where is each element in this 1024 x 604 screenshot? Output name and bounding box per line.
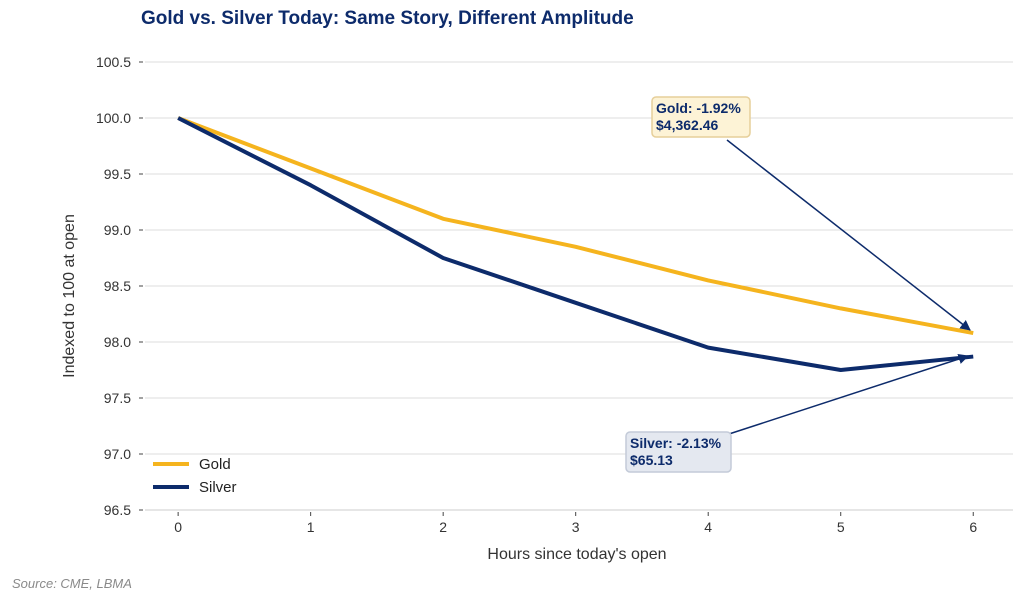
- legend-label-silver: Silver: [199, 479, 237, 496]
- y-tick-label: 100.0: [96, 110, 131, 126]
- annotation-change-gold: Gold: -1.92%: [656, 100, 741, 116]
- series-layer: [177, 116, 974, 372]
- annotation-price-gold: $4,362.46: [656, 117, 718, 133]
- y-tick-label: 98.0: [104, 334, 131, 350]
- x-tick-label: 2: [439, 519, 447, 535]
- y-tick-label: 99.0: [104, 222, 131, 238]
- grid: [145, 61, 1013, 511]
- annotation-change-silver: Silver: -2.13%: [630, 435, 722, 451]
- y-tick-label: 99.5: [104, 166, 131, 182]
- y-axis-ticks: 96.5 97.0 97.5 98.0 98.5 99.0 99.5 100.0 100.5: [96, 54, 143, 518]
- y-tick-label: 97.0: [104, 446, 131, 462]
- annotation-box-gold: [651, 96, 751, 138]
- x-tick-label: 5: [837, 519, 845, 535]
- source-note: Source: CME, LBMA: [12, 576, 132, 591]
- legend-label-gold: Gold: [199, 456, 231, 473]
- x-tick-label: 1: [307, 519, 315, 535]
- y-tick-label: 97.5: [104, 390, 131, 406]
- annotation-box-silver: [625, 431, 732, 473]
- x-tick-label: 6: [969, 519, 977, 535]
- x-axis-ticks: 0 1 2 3 4 5 6: [174, 512, 977, 535]
- annotation-price-silver: $65.13: [630, 452, 673, 468]
- y-tick-label: 98.5: [104, 278, 131, 294]
- legend: Gold Silver: [153, 456, 237, 496]
- series-line-gold: [177, 116, 974, 336]
- series-line-silver: [177, 116, 974, 372]
- x-tick-label: 4: [704, 519, 712, 535]
- annotation-arrow-gold: [726, 139, 971, 331]
- y-tick-label: 96.5: [104, 502, 131, 518]
- chart-title: Gold vs. Silver Today: Same Story, Diffe…: [141, 8, 634, 29]
- y-tick-label: 100.5: [96, 54, 131, 70]
- x-tick-label: 0: [174, 519, 182, 535]
- annotations-layer: Gold: -1.92%$4,362.46 Silver: -2.13%$65.1…: [625, 96, 971, 473]
- annotation-arrow-silver: [728, 353, 969, 435]
- x-axis-label: Hours since today's open: [487, 546, 666, 563]
- y-axis-label: Indexed to 100 at open: [61, 214, 78, 378]
- x-tick-label: 3: [572, 519, 580, 535]
